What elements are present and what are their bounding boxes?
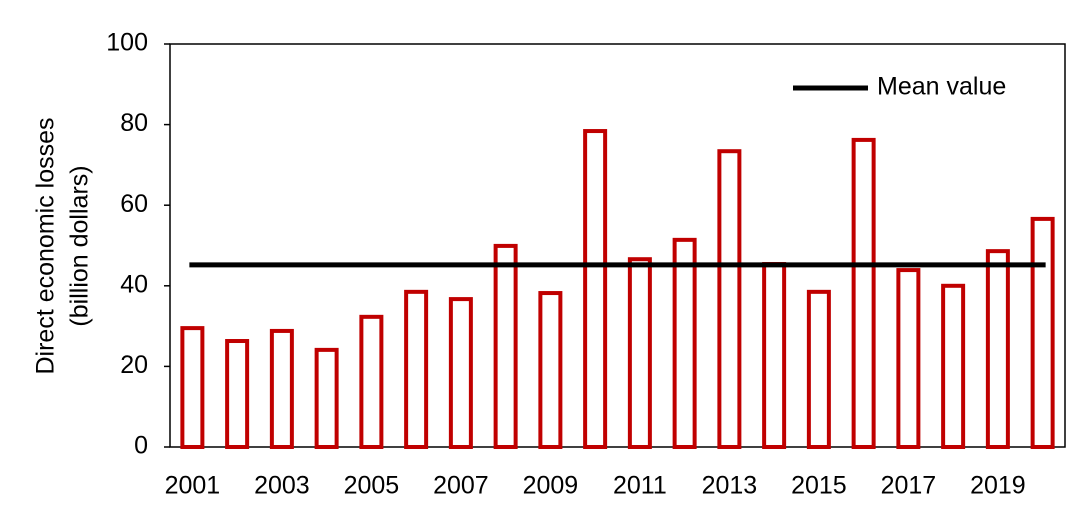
bar bbox=[359, 314, 384, 449]
x-tick-label: 2015 bbox=[791, 472, 847, 500]
bar bbox=[225, 339, 250, 449]
bar bbox=[896, 268, 921, 450]
y-axis-label: (billion dollars) bbox=[66, 165, 94, 326]
bar bbox=[762, 262, 787, 449]
bar bbox=[717, 149, 742, 449]
x-tick-label: 2009 bbox=[523, 472, 579, 500]
y-axis-label: Direct economic losses bbox=[32, 117, 60, 374]
bar bbox=[314, 347, 339, 450]
x-tick-label: 2019 bbox=[970, 472, 1026, 500]
y-tick-label: 60 bbox=[120, 190, 148, 218]
bar bbox=[851, 137, 876, 449]
y-tick-label: 80 bbox=[120, 109, 148, 137]
y-tick-label: 20 bbox=[120, 351, 148, 379]
bar bbox=[627, 257, 652, 449]
bar bbox=[538, 291, 563, 449]
bar bbox=[180, 326, 205, 449]
y-tick-label: 0 bbox=[134, 432, 148, 460]
bar bbox=[448, 297, 473, 449]
bar bbox=[985, 249, 1010, 449]
x-tick-label: 2011 bbox=[613, 472, 667, 500]
bar bbox=[1030, 216, 1055, 449]
bar bbox=[583, 129, 608, 449]
x-tick-label: 2001 bbox=[165, 472, 221, 500]
x-tick-label: 2017 bbox=[881, 472, 937, 500]
legend-label: Mean value bbox=[877, 73, 1006, 101]
x-tick-label: 2005 bbox=[344, 472, 400, 500]
x-tick-label: 2013 bbox=[702, 472, 758, 500]
bar bbox=[941, 283, 966, 449]
y-tick-label: 40 bbox=[120, 270, 148, 298]
x-tick-label: 2007 bbox=[433, 472, 489, 500]
y-tick-label: 100 bbox=[106, 29, 148, 57]
bar bbox=[493, 243, 518, 449]
plot-frame bbox=[169, 43, 1066, 448]
x-tick-label: 2003 bbox=[254, 472, 310, 500]
bar bbox=[404, 289, 429, 449]
bar bbox=[672, 237, 697, 449]
bar bbox=[806, 289, 831, 449]
bar bbox=[269, 328, 294, 450]
